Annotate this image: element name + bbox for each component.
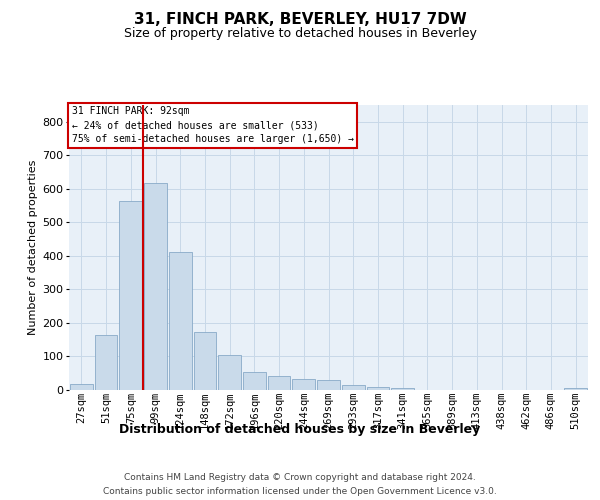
Text: 31 FINCH PARK: 92sqm
← 24% of detached houses are smaller (533)
75% of semi-deta: 31 FINCH PARK: 92sqm ← 24% of detached h… [71, 106, 353, 144]
Bar [243, 372, 266, 390]
Bar [119, 201, 142, 390]
Bar [391, 388, 414, 390]
Bar [194, 332, 216, 390]
Bar [367, 388, 389, 390]
Text: Size of property relative to detached houses in Beverley: Size of property relative to detached ho… [124, 28, 476, 40]
Bar [268, 376, 290, 390]
Bar [218, 356, 241, 390]
Text: Contains HM Land Registry data © Crown copyright and database right 2024.: Contains HM Land Registry data © Crown c… [124, 472, 476, 482]
Bar [564, 388, 587, 390]
Bar [95, 334, 118, 390]
Bar [342, 386, 365, 390]
Bar [144, 183, 167, 390]
Text: Distribution of detached houses by size in Beverley: Distribution of detached houses by size … [119, 422, 481, 436]
Bar [70, 384, 93, 390]
Bar [169, 252, 191, 390]
Bar [292, 380, 315, 390]
Text: 31, FINCH PARK, BEVERLEY, HU17 7DW: 31, FINCH PARK, BEVERLEY, HU17 7DW [134, 12, 466, 28]
Text: Contains public sector information licensed under the Open Government Licence v3: Contains public sector information licen… [103, 488, 497, 496]
Y-axis label: Number of detached properties: Number of detached properties [28, 160, 38, 335]
Bar [317, 380, 340, 390]
